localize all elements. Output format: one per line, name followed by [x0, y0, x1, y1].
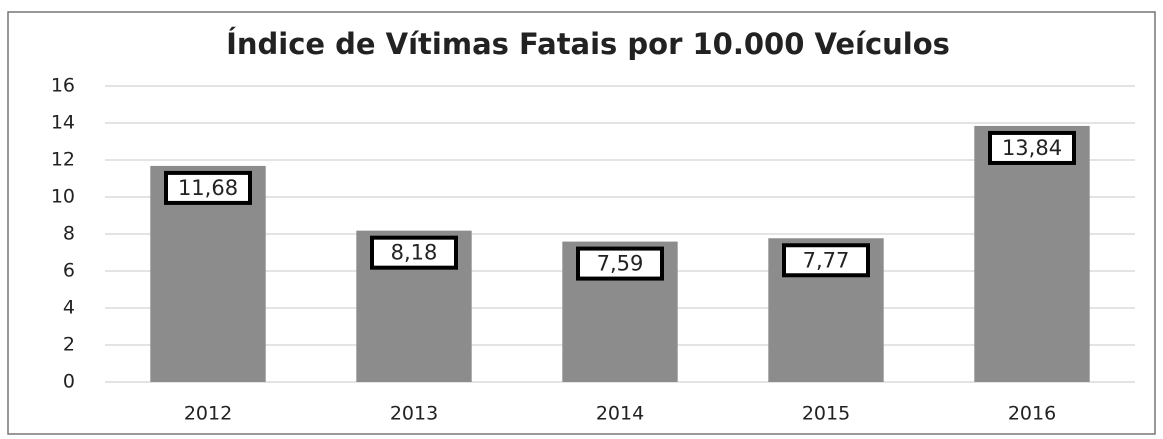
y-tick-label: 6: [63, 260, 75, 282]
x-tick-label: 2016: [1008, 403, 1056, 425]
x-tick-label: 2013: [390, 403, 438, 425]
y-tick-label: 14: [51, 112, 75, 134]
value-label-box: [576, 246, 664, 281]
x-tick-label: 2012: [184, 403, 232, 425]
value-label-box: [370, 235, 458, 270]
value-label-box: [782, 243, 870, 278]
value-label: 7,59: [597, 252, 644, 276]
value-label: 7,77: [803, 248, 850, 272]
y-tick-label: 0: [63, 371, 75, 393]
x-tick-label: 2014: [596, 403, 644, 425]
value-label-box: [164, 170, 252, 205]
value-label: 8,18: [391, 241, 438, 265]
x-tick-label: 2015: [802, 403, 850, 425]
y-tick-label: 12: [51, 149, 75, 171]
bar: [974, 125, 1090, 383]
y-tick-label: 10: [51, 186, 75, 208]
y-tick-label: 16: [51, 75, 75, 97]
chart-title: Índice de Vítimas Fatais por 10.000 Veíc…: [226, 27, 950, 61]
value-label-box: [988, 130, 1076, 165]
value-label: 13,84: [1002, 136, 1062, 160]
y-tick-label: 4: [63, 297, 75, 319]
y-tick-label: 2: [63, 334, 75, 356]
value-label: 11,68: [178, 176, 238, 200]
y-tick-label: 8: [63, 223, 75, 245]
